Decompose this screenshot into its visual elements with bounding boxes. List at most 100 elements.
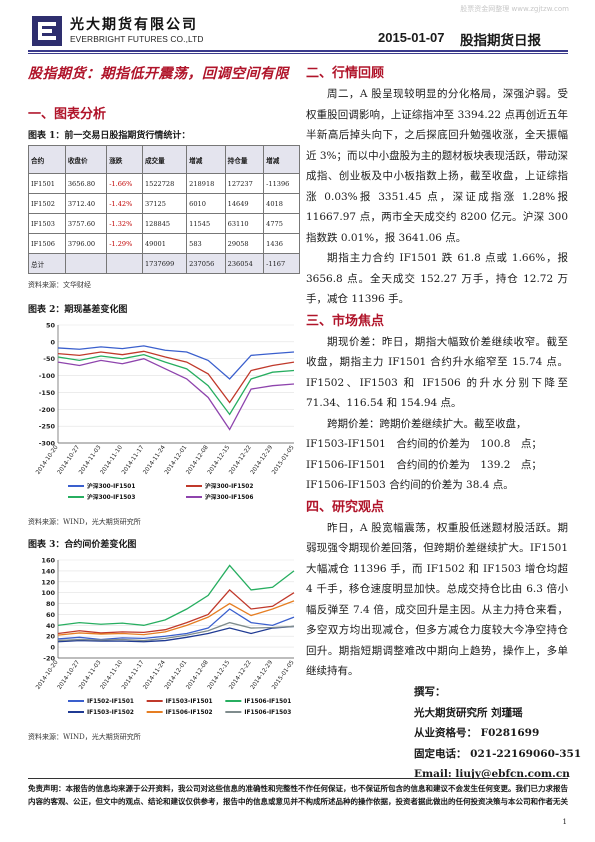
table-cell: IF1506	[28, 233, 66, 254]
left-column: 股指期货：期指低开震荡，回调空间有限 一、图表分析 图表 1：前一交易日股指期货…	[28, 62, 300, 742]
company-name-cn: 光大期货有限公司	[70, 17, 198, 33]
y-tick-label: 0	[50, 338, 55, 346]
focus-paragraph-2: 跨期价差：跨期价差继续扩大。截至收盘，	[327, 417, 527, 430]
legend-label: IF1502-IF1501	[87, 699, 134, 705]
author-label: 撰写：	[414, 686, 446, 698]
y-tick-label: -200	[39, 406, 56, 414]
x-tick-label: 2014-12-22	[228, 444, 252, 475]
x-tick-label: 2014-12-08	[186, 659, 210, 690]
y-tick-label: 80	[46, 600, 56, 608]
y-tick-label: 120	[41, 578, 55, 586]
author-email[interactable]: Email: liujy@ebfcn.com.cn	[414, 768, 570, 780]
y-tick-label: -100	[39, 372, 56, 380]
y-tick-label: 20	[46, 633, 56, 641]
table-cell: -1.32%	[106, 213, 143, 234]
table-row: IF1502 3712.40 -1.42% 37125 6010 14649 4018	[28, 193, 300, 214]
table-header-cell: 收盘价	[64, 145, 108, 174]
table-header-row: 合约 收盘价 涨跌 成交量 增减 持仓量 增减	[28, 145, 300, 174]
legend-label: IF1506-IF1502	[166, 710, 213, 716]
table-cell: -1167	[263, 253, 300, 274]
y-tick-label: 100	[41, 589, 55, 597]
review-paragraph-1: 周二，A 股呈现较明显的分化格局，深强沪弱。受权重股回调影响，上证综指冲至 33…	[306, 88, 568, 244]
series-line	[57, 358, 295, 431]
x-tick-label: 2014-12-22	[228, 659, 252, 690]
series-line	[57, 608, 295, 641]
table-row: IF1503 3757.60 -1.32% 128845 11545 63110 4775	[28, 213, 300, 234]
table-cell: 6010	[186, 193, 226, 214]
right-column: 二、行情回顾 周二，A 股呈现较明显的分化格局，深强沪弱。受权重股回调影响，上证…	[306, 62, 568, 682]
table-cell: 4775	[263, 213, 300, 234]
section-title-review: 二、行情回顾	[306, 66, 385, 81]
x-tick-label: 2014-11-24	[143, 444, 167, 475]
table-row: IF1501 3656.80 -1.66% 1522728 218918 127237 -1…	[28, 173, 300, 194]
y-tick-label: -150	[39, 389, 56, 397]
basis-chart-svg: -300-250-200-150-100-500502014-10-202014…	[35, 322, 295, 502]
spread-line-1: IF1503-IF1501 合约间的价差为 100.8 点；	[306, 438, 542, 450]
author-block: 撰写： 光大期货研究所 刘瑾瑶 从业资格号： F0281699 固定电话： 02…	[414, 682, 584, 785]
x-tick-label: 2014-11-03	[78, 659, 102, 690]
table-cell: -11396	[263, 173, 300, 194]
review-paragraph-2: 期指主力合约 IF1501 跌 61.8 点或 1.66%，报 3656.8 点…	[306, 252, 568, 305]
series-line	[57, 625, 295, 643]
chart3-source: 资料来源：WIND，光大期货研究所	[28, 733, 141, 741]
table-cell: 37125	[141, 193, 188, 214]
spread-chart-svg: -200204060801001201401602014-10-202014-1…	[35, 557, 295, 717]
series-line	[57, 345, 295, 380]
y-tick-label: 140	[41, 567, 55, 575]
table-cell: IF1503	[28, 213, 66, 234]
legend-label: IF1506-IF1503	[244, 710, 291, 716]
table1-source: 资料来源：文华财经	[28, 281, 91, 289]
legend-label: IF1506-IF1501	[244, 699, 291, 705]
x-tick-label: 2014-11-17	[121, 444, 145, 475]
section-title-view: 四、研究观点	[306, 499, 385, 515]
table-cell: 583	[186, 233, 226, 254]
table-cell: IF1502	[28, 193, 66, 214]
table-header-cell: 成交量	[141, 145, 188, 174]
table-cell: 1737699	[141, 253, 188, 274]
legend-label: IF1503-IF1502	[87, 710, 134, 716]
disclaimer: 免责声明：本报告的信息均来源于公开资料，我公司对这些信息的准确性和完整性不作任何…	[28, 778, 568, 808]
y-tick-label: -300	[39, 440, 56, 448]
legend-label: 沪深300-IF1501	[87, 482, 135, 490]
x-tick-label: 2014-11-10	[100, 659, 124, 690]
series-line	[57, 353, 295, 416]
company-name-en: EVERBRIGHT FUTURES CO.,LTD	[70, 34, 204, 44]
headline: 股指期货：期指低开震荡，回调空间有限	[28, 66, 289, 82]
table-cell: 3712.40	[64, 193, 108, 214]
y-tick-label: 0	[50, 644, 55, 652]
table-cell	[64, 253, 108, 274]
table-header-cell: 增减	[186, 145, 226, 174]
page-number: 1	[562, 818, 567, 826]
table1-caption: 图表 1：前一交易日股指期货行情统计：	[28, 131, 191, 141]
table-cell: 127237	[224, 173, 265, 194]
chart2-caption: 图表 2：期现基差变化图	[28, 305, 128, 315]
author-name: 光大期货研究所 刘瑾瑶	[414, 706, 523, 719]
basis-chart: -300 -250 -200 -150 -100 -50 0 50 2014-10-20 2014…	[28, 319, 300, 511]
author-phone: 固定电话： 021-22169060-351	[414, 747, 582, 760]
y-tick-label: 60	[46, 611, 56, 619]
table-cell: 11545	[186, 213, 226, 234]
legend-label: IF1503-IF1501	[166, 699, 213, 705]
view-paragraph: 昨日，A 股宽幅震荡，权重股低迷题材股活跃。期弱现强令期现价差回落，但跨期价差继…	[306, 521, 568, 678]
x-tick-label: 2014-12-15	[207, 444, 231, 475]
report-date: 2015-01-07	[378, 30, 445, 45]
table-cell: -1.42%	[106, 193, 143, 214]
table-cell: 总计	[28, 253, 66, 274]
x-tick-label: 2014-10-20	[35, 444, 59, 475]
x-tick-label: 2014-12-01	[164, 444, 188, 475]
section-title-focus: 三、市场焦点	[306, 313, 385, 329]
table-cell: 3796.00	[64, 233, 108, 254]
table-header-cell: 涨跌	[106, 145, 143, 174]
x-tick-label: 2014-10-27	[57, 659, 81, 690]
y-tick-label: 40	[46, 622, 56, 630]
table-cell: 218918	[186, 173, 226, 194]
table-header-cell: 持仓量	[224, 145, 265, 174]
table-cell	[106, 253, 143, 274]
x-tick-label: 2014-11-10	[100, 444, 124, 475]
table-row: IF1506 3796.00 -1.29% 49001 583 29058 1436	[28, 233, 300, 254]
y-tick-label: -20	[43, 655, 55, 663]
table-cell: 14649	[224, 193, 265, 214]
company-logo	[32, 16, 62, 46]
series-line	[57, 564, 295, 626]
x-tick-label: 2014-11-03	[78, 444, 102, 475]
